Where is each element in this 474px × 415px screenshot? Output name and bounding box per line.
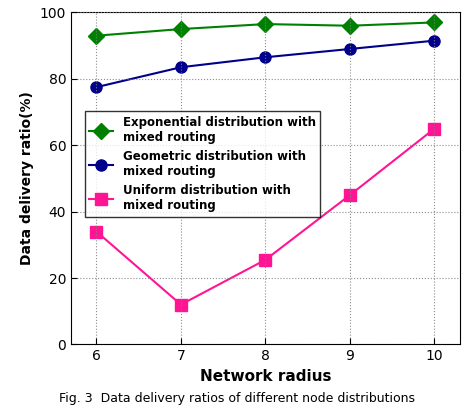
Line: Geometric distribution with
mixed routing: Geometric distribution with mixed routin…: [91, 35, 440, 93]
Exponential distribution with
mixed routing: [347, 23, 353, 28]
Uniform distribution with
mixed routing: [93, 229, 99, 234]
Geometric distribution with
mixed routing: [347, 46, 353, 51]
Uniform distribution with
mixed routing: [178, 302, 184, 307]
X-axis label: Network radius: Network radius: [200, 369, 331, 384]
Geometric distribution with
mixed routing: [432, 38, 438, 43]
Exponential distribution with
mixed routing: [178, 27, 184, 32]
Exponential distribution with
mixed routing: [93, 33, 99, 38]
Uniform distribution with
mixed routing: [263, 257, 268, 262]
Y-axis label: Data delivery ratio(%): Data delivery ratio(%): [20, 92, 34, 265]
Text: Fig. 3  Data delivery ratios of different node distributions: Fig. 3 Data delivery ratios of different…: [59, 392, 415, 405]
Exponential distribution with
mixed routing: [432, 20, 438, 25]
Line: Exponential distribution with
mixed routing: Exponential distribution with mixed rout…: [91, 17, 440, 41]
Exponential distribution with
mixed routing: [263, 22, 268, 27]
Line: Uniform distribution with
mixed routing: Uniform distribution with mixed routing: [91, 123, 440, 310]
Geometric distribution with
mixed routing: [263, 55, 268, 60]
Uniform distribution with
mixed routing: [347, 193, 353, 198]
Legend: Exponential distribution with
mixed routing, Geometric distribution with
mixed r: Exponential distribution with mixed rout…: [85, 111, 320, 217]
Geometric distribution with
mixed routing: [93, 85, 99, 90]
Uniform distribution with
mixed routing: [432, 126, 438, 131]
Geometric distribution with
mixed routing: [178, 65, 184, 70]
